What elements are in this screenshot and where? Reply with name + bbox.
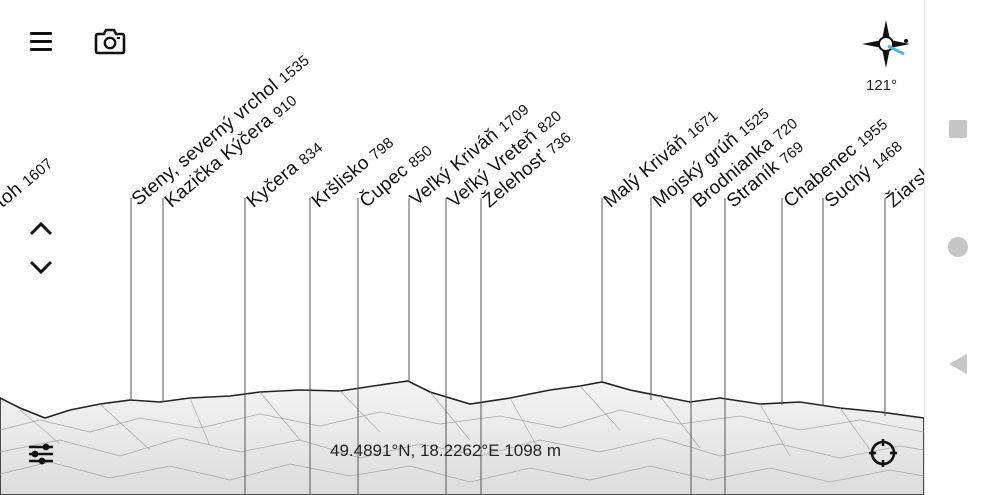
recents-button[interactable] [946,117,970,141]
back-button[interactable] [946,352,970,376]
crosshair-icon [869,439,897,467]
compass-heading: 121° [866,77,898,94]
camera-icon [94,28,126,55]
back-icon [949,354,967,374]
compass-button[interactable] [858,16,914,72]
terrain-panorama [0,198,924,495]
tilt-up-button[interactable] [26,216,56,242]
home-icon [948,237,968,257]
chevron-down-icon [29,260,53,275]
menu-icon [30,32,52,51]
chevron-up-icon [29,221,53,236]
settings-button[interactable] [24,438,58,470]
panorama-view[interactable]: toh1607 Steny, severný vrchol1535 Kazičk… [0,0,924,495]
menu-button[interactable] [26,26,56,56]
compass-icon [862,20,910,68]
system-nav-bar [924,0,990,495]
sliders-icon [29,443,53,465]
location-coordinates: 49.4891°N, 18.2262°E 1098 m [330,441,561,460]
camera-button[interactable] [92,25,128,57]
tilt-down-button[interactable] [26,254,56,280]
locate-button[interactable] [866,436,900,470]
home-button[interactable] [946,235,970,259]
recents-icon [949,120,967,138]
